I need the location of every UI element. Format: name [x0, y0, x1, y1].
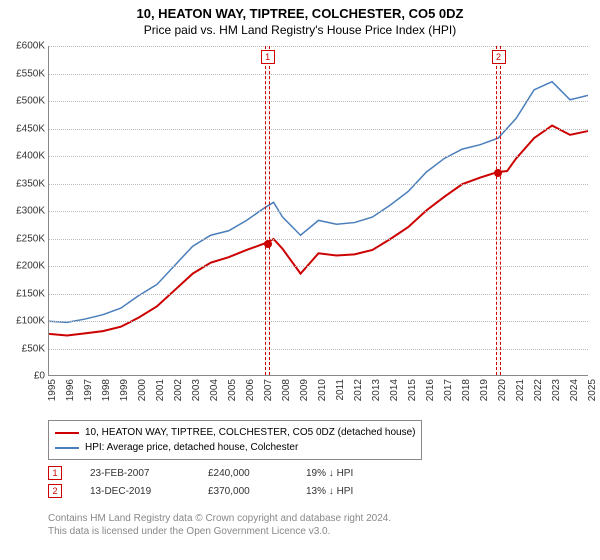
x-axis-label: 2012 [353, 379, 364, 401]
y-axis-label: £100K [16, 316, 45, 327]
x-axis-label: 2025 [587, 379, 598, 401]
legend-item: 10, HEATON WAY, TIPTREE, COLCHESTER, CO5… [55, 425, 415, 440]
y-axis-label: £450K [16, 123, 45, 134]
footnote: Contains HM Land Registry data © Crown c… [48, 512, 391, 538]
sale-delta: 13% ↓ HPI [306, 486, 353, 497]
x-axis-label: 2000 [137, 379, 148, 401]
legend-swatch [55, 447, 79, 449]
sale-price: £240,000 [208, 468, 278, 479]
event-badge: 1 [261, 50, 275, 64]
y-axis-label: £600K [16, 41, 45, 52]
event-band [496, 46, 501, 375]
gridline [49, 266, 588, 267]
sale-date: 13-DEC-2019 [90, 486, 180, 497]
sale-row: 2 13-DEC-2019 £370,000 13% ↓ HPI [48, 484, 353, 498]
x-axis-label: 2007 [263, 379, 274, 401]
x-axis-label: 2020 [497, 379, 508, 401]
x-axis-label: 2001 [155, 379, 166, 401]
gridline [49, 101, 588, 102]
y-axis-label: £200K [16, 261, 45, 272]
footnote-line: Contains HM Land Registry data © Crown c… [48, 512, 391, 525]
sales-table: 1 23-FEB-2007 £240,000 19% ↓ HPI 2 13-DEC-201… [48, 466, 353, 502]
x-axis-label: 2024 [569, 379, 580, 401]
y-axis-label: £250K [16, 233, 45, 244]
x-axis-label: 2002 [173, 379, 184, 401]
chart-subtitle: Price paid vs. HM Land Registry's House … [0, 23, 600, 37]
gridline [49, 239, 588, 240]
series-hpi [49, 82, 588, 323]
x-axis-label: 2023 [551, 379, 562, 401]
y-axis-label: £150K [16, 288, 45, 299]
legend-item: HPI: Average price, detached house, Colc… [55, 440, 415, 455]
y-axis-label: £0 [34, 371, 45, 382]
x-axis-label: 2016 [425, 379, 436, 401]
x-axis-label: 2008 [281, 379, 292, 401]
sale-point-marker [494, 169, 502, 177]
x-axis-label: 1997 [83, 379, 94, 401]
x-axis-label: 2021 [515, 379, 526, 401]
gridline [49, 294, 588, 295]
x-axis-label: 2013 [371, 379, 382, 401]
y-axis-label: £300K [16, 206, 45, 217]
x-axis-label: 2014 [389, 379, 400, 401]
event-band [265, 46, 270, 375]
gridline [49, 184, 588, 185]
y-axis-label: £50K [22, 343, 45, 354]
x-axis-label: 2022 [533, 379, 544, 401]
sale-date: 23-FEB-2007 [90, 468, 180, 479]
sale-delta: 19% ↓ HPI [306, 468, 353, 479]
x-axis-label: 2019 [479, 379, 490, 401]
sale-row: 1 23-FEB-2007 £240,000 19% ↓ HPI [48, 466, 353, 480]
y-axis-label: £350K [16, 178, 45, 189]
gridline [49, 211, 588, 212]
y-axis-label: £500K [16, 96, 45, 107]
gridline [49, 349, 588, 350]
y-axis-label: £550K [16, 68, 45, 79]
x-axis-label: 2009 [299, 379, 310, 401]
x-axis-label: 2018 [461, 379, 472, 401]
x-axis-label: 2017 [443, 379, 454, 401]
x-axis-label: 1996 [65, 379, 76, 401]
x-axis-label: 1998 [101, 379, 112, 401]
gridline [49, 129, 588, 130]
sale-badge: 2 [48, 484, 62, 498]
plot-area: £0£50K£100K£150K£200K£250K£300K£350K£400… [48, 46, 588, 376]
x-axis-label: 2003 [191, 379, 202, 401]
chart-title: 10, HEATON WAY, TIPTREE, COLCHESTER, CO5… [0, 6, 600, 21]
footnote-line: This data is licensed under the Open Gov… [48, 525, 391, 538]
gridline [49, 321, 588, 322]
gridline [49, 46, 588, 47]
x-axis-label: 2015 [407, 379, 418, 401]
x-axis-label: 1995 [47, 379, 58, 401]
x-axis-label: 2005 [227, 379, 238, 401]
legend: 10, HEATON WAY, TIPTREE, COLCHESTER, CO5… [48, 420, 422, 460]
x-axis-label: 1999 [119, 379, 130, 401]
chart-container: 10, HEATON WAY, TIPTREE, COLCHESTER, CO5… [0, 0, 600, 560]
y-axis-label: £400K [16, 151, 45, 162]
x-axis-label: 2004 [209, 379, 220, 401]
x-axis-label: 2006 [245, 379, 256, 401]
x-axis-label: 2010 [317, 379, 328, 401]
legend-label: HPI: Average price, detached house, Colc… [85, 440, 298, 455]
sale-point-marker [264, 240, 272, 248]
x-axis-label: 2011 [335, 379, 346, 401]
event-badge: 2 [492, 50, 506, 64]
series-property [49, 126, 588, 336]
gridline [49, 74, 588, 75]
title-block: 10, HEATON WAY, TIPTREE, COLCHESTER, CO5… [0, 0, 600, 37]
legend-swatch [55, 432, 79, 434]
sale-badge: 1 [48, 466, 62, 480]
sale-price: £370,000 [208, 486, 278, 497]
legend-label: 10, HEATON WAY, TIPTREE, COLCHESTER, CO5… [85, 425, 415, 440]
gridline [49, 156, 588, 157]
